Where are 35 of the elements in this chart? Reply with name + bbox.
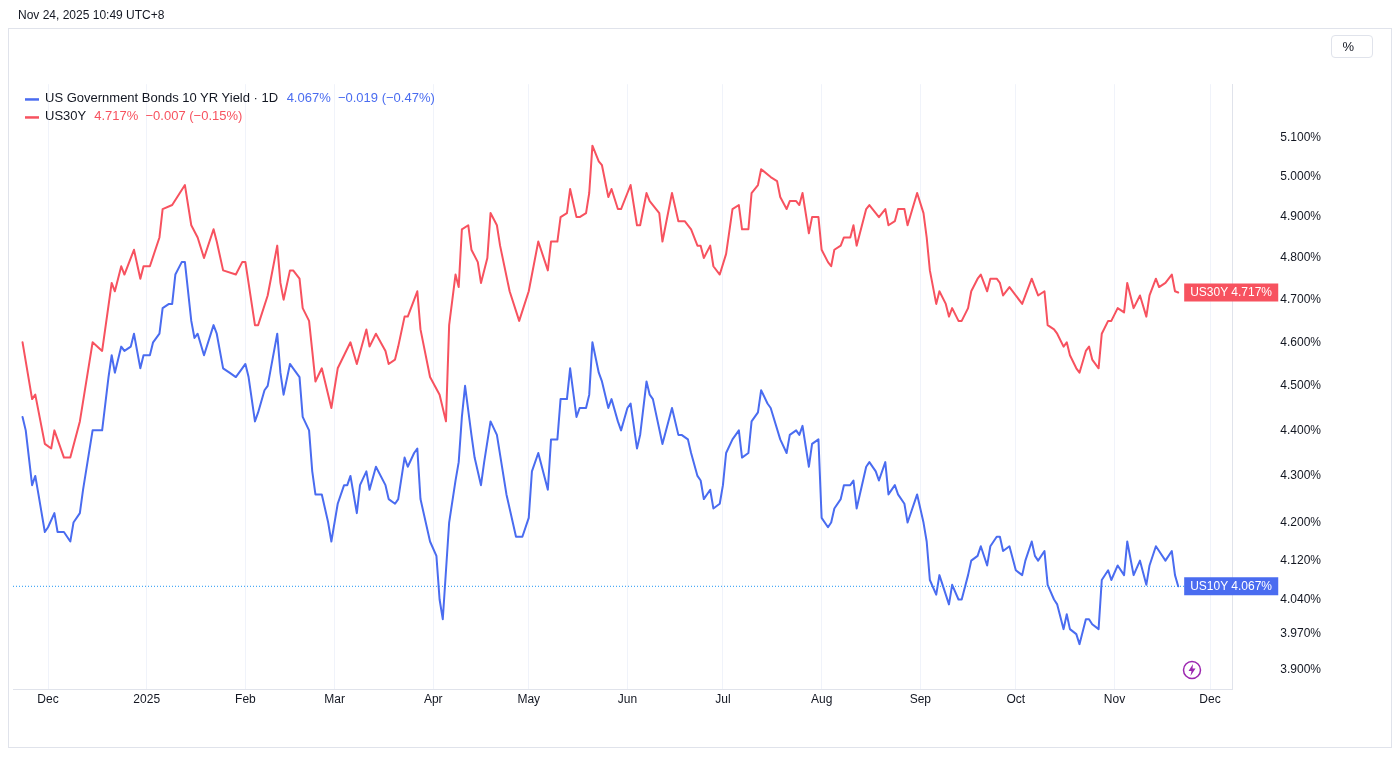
legend-label: US Government Bonds 10 YR Yield · 1D — [45, 90, 279, 106]
text: Nov 24, 2025 10:49 UTC+8 — [18, 8, 166, 22]
y-tick-label: 3.900% — [1280, 661, 1322, 676]
y-tick-label: 4.900% — [1280, 209, 1322, 224]
y-tick-label: 5.100% — [1280, 130, 1322, 145]
x-tick-label: Dec — [37, 692, 59, 707]
y-tick-label: 4.200% — [1280, 514, 1322, 529]
x-tick-label: Feb — [235, 692, 257, 707]
annotation: US10Y 4.067% — [1190, 578, 1273, 593]
x-tick-label: Oct — [1006, 692, 1026, 707]
x-tick-label: 2025 — [133, 692, 161, 707]
annotation: 4.717% −0.007 (−0.15%) — [94, 108, 243, 124]
annotation: US30Y 4.717% — [1190, 284, 1273, 299]
x-tick-label: Dec — [1199, 692, 1221, 707]
x-tick-label: Mar — [324, 692, 345, 707]
legend-label: US30Y — [45, 108, 87, 124]
annotation: 4.067% −0.019 (−0.47%) — [286, 90, 435, 106]
x-tick-label: Jun — [617, 692, 638, 707]
y-tick-label: 4.500% — [1280, 378, 1322, 393]
x-tick-label: Nov — [1103, 692, 1126, 707]
y-tick-label: 4.040% — [1280, 591, 1322, 606]
y-tick-label: 4.400% — [1280, 422, 1322, 437]
y-tick-label: 3.970% — [1280, 626, 1322, 641]
x-tick-label: Sep — [909, 692, 932, 707]
x-tick-label: Jul — [715, 692, 731, 707]
text: % — [1331, 35, 1373, 58]
y-tick-label: 4.800% — [1280, 250, 1322, 265]
y-tick-label: 4.700% — [1280, 292, 1322, 306]
x-tick-label: May — [517, 692, 541, 707]
x-tick-label: Aug — [810, 692, 833, 707]
y-tick-label: 5.000% — [1280, 169, 1322, 184]
y-tick-label: 4.600% — [1280, 334, 1322, 349]
x-tick-label: Apr — [423, 692, 443, 707]
y-tick-label: 4.120% — [1280, 552, 1322, 567]
y-tick-label: 4.300% — [1280, 468, 1322, 483]
